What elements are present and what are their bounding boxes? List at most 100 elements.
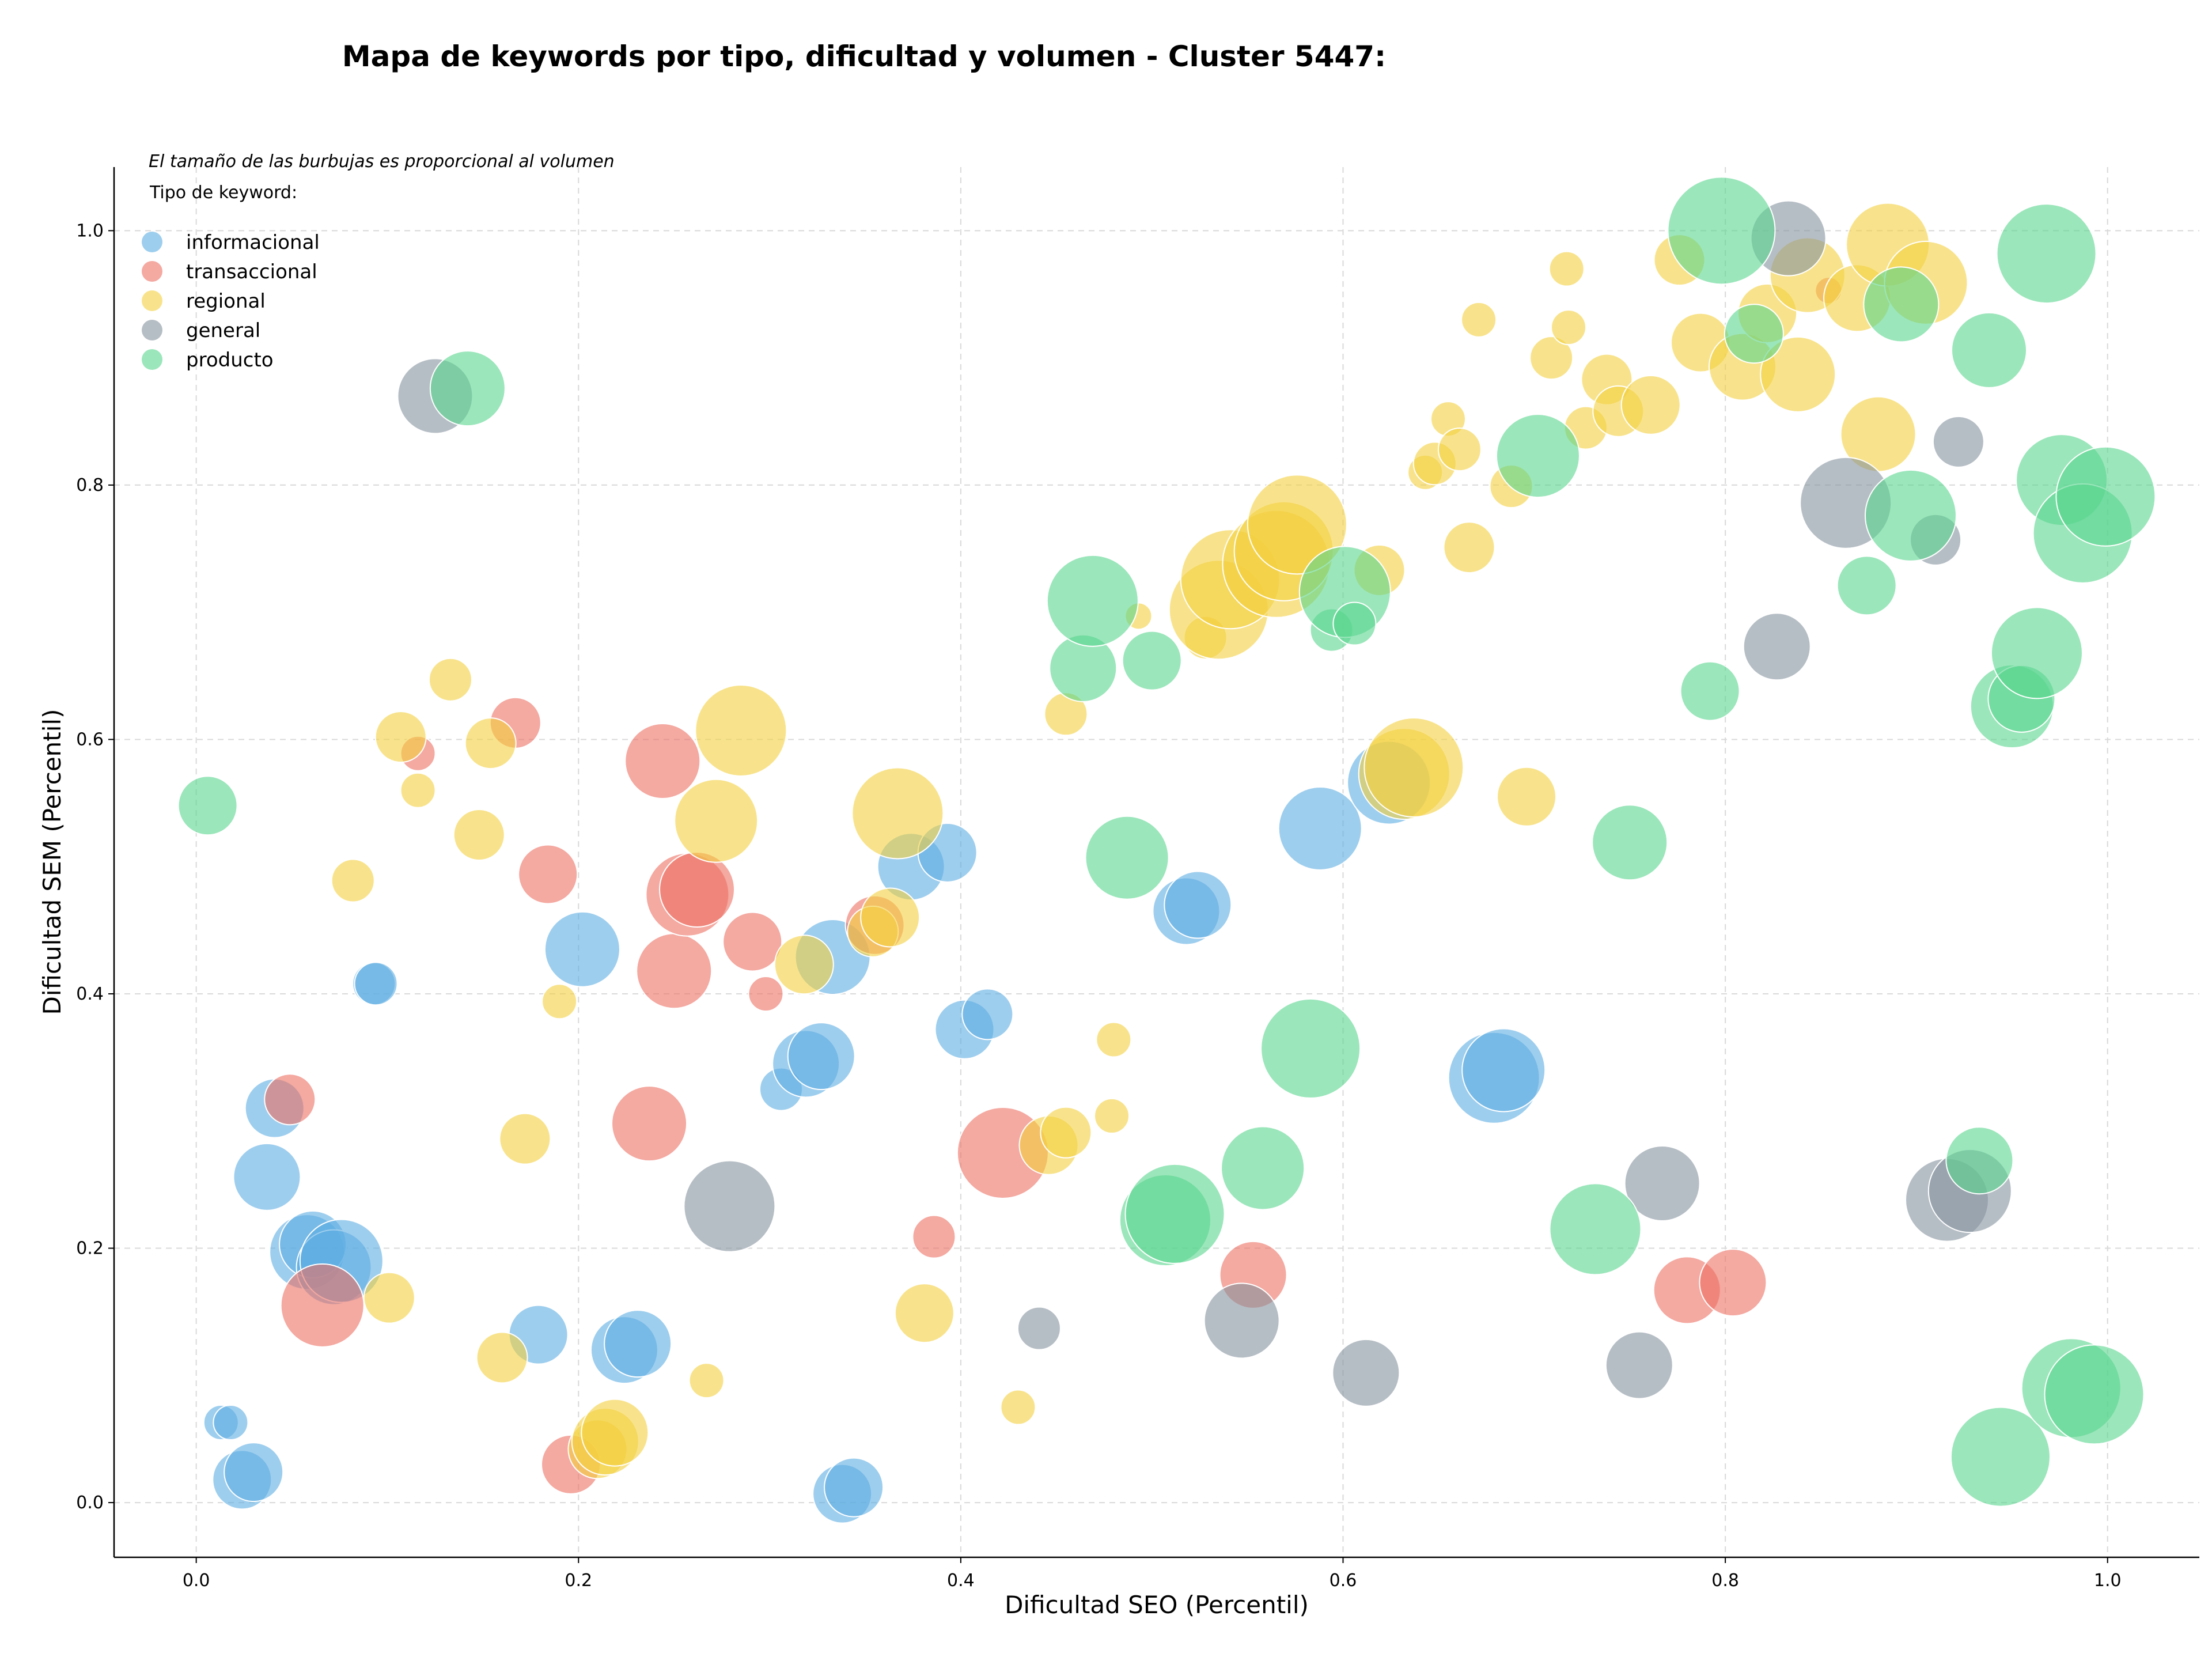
bubble-informacional [544,911,620,987]
bubble-regional [363,1272,415,1324]
bubble-regional [541,983,578,1020]
bubble-regional [1363,717,1464,818]
bubble-informacional [824,1457,884,1518]
bubble-informacional [224,1442,284,1503]
bubble-producto [1945,1126,2014,1195]
bubble-producto [1332,601,1377,646]
legend-marker-producto [142,349,162,370]
bubble-producto [1495,414,1580,498]
bubble-informacional [1461,1028,1546,1113]
y-tick-label: 0.4 [76,984,104,1004]
bubble-regional [695,684,787,777]
bubble-producto [1046,554,1139,647]
bubble-informacional [1164,871,1232,939]
x-tick-label: 0.8 [1711,1571,1739,1591]
bubble-regional [860,887,921,948]
bubble-regional [400,772,436,808]
bubble-producto [1124,1163,1225,1264]
x-tick-label: 1.0 [2094,1571,2122,1591]
legend-marker-transaccional [142,261,162,282]
legend-label-general: general [186,319,260,342]
bubble-regional [476,1331,528,1384]
bubble-regional [851,767,944,860]
bubble-informacional [787,1022,855,1091]
bubble-producto [1680,661,1740,721]
bubble-general [1332,1338,1400,1407]
y-tick-label: 0.2 [76,1239,104,1259]
bubble-transaccional [912,1214,956,1259]
bubble-producto [1549,1183,1642,1276]
x-axis-label: Dificultad SEO (Percentil) [1005,1591,1309,1619]
bubble-regional [688,1363,725,1399]
bubble-regional [1461,301,1497,338]
y-tick-label: 0.6 [76,729,104,750]
bubble-producto [1724,304,1784,364]
y-axis-label: Dificultad SEM (Percentil) [38,709,66,1015]
bubble-transaccional [518,844,578,905]
bubble-general [1624,1145,1700,1221]
legend-label-producto: producto [186,349,274,372]
legend-label-transaccional: transaccional [186,260,317,283]
bubble-regional [464,717,517,770]
bubble-transaccional [611,1085,688,1162]
bubble-informacional [213,1404,249,1440]
bubble-producto [1950,1406,2051,1507]
legend-title: Tipo de keyword: [149,183,297,203]
legend-label-informacional: informacional [186,231,320,254]
legend-marker-regional [142,290,162,311]
bubble-regional [374,711,427,763]
bubble-producto [2055,446,2156,547]
bubble-regional [1551,309,1587,346]
bubble-regional [1040,1106,1092,1159]
grid [114,167,2199,1557]
bubble-regional [674,778,759,863]
bubbles [177,176,2156,1524]
bubble-producto [2044,1344,2145,1445]
bubble-transaccional [748,975,784,1012]
bubble-transaccional [636,933,713,1009]
bubble-regional [774,934,834,995]
bubble-informacional [354,962,398,1006]
bubble-regional [453,809,505,861]
bubble-transaccional [280,1263,365,1348]
x-tick-label: 0.4 [947,1571,975,1591]
bubble-producto [1667,176,1776,285]
bubble-informacional [604,1310,672,1378]
bubble-regional [1548,251,1585,287]
bubble-regional [1497,766,1557,827]
bubble-regional [1094,1098,1130,1134]
bubble-general [1605,1331,1673,1399]
bubble-regional [428,657,472,702]
y-tick-label: 0.0 [76,1493,104,1513]
bubble-transaccional [264,1073,316,1126]
bubble-regional [1000,1389,1036,1425]
x-tick-label: 0.6 [1330,1571,1357,1591]
bubble-regional [1247,474,1347,575]
bubble-regional [1443,521,1495,574]
x-tick-label: 0.0 [183,1571,210,1591]
legend-label-regional: regional [186,290,266,313]
bubble-producto [1592,804,1668,881]
bubble-regional [331,858,375,903]
bubble-producto [177,775,238,836]
chart-title: Mapa de keywords por tipo, dificultad y … [342,40,1386,73]
y-tick-label: 1.0 [76,221,104,241]
bubble-regional [1529,336,1574,380]
legend-marker-general [142,320,162,340]
bubble-informacional [961,988,1014,1041]
bubble-transaccional [624,722,701,799]
bubble-transaccional [1699,1248,1767,1317]
size-note: El tamaño de las burbujas es proporciona… [149,152,615,172]
bubble-producto [1996,203,2097,304]
tick-labels: 0.0 0.2 0.4 0.6 0.8 1.0 0.0 0.2 0.4 0.6 0.8 1.0 [76,221,2121,1591]
bubble-producto [1221,1126,1305,1210]
bubble-transaccional [722,911,783,972]
bubble-producto [1990,607,2083,699]
bubble-producto [429,350,506,427]
axes [113,167,2199,1558]
bubble-general [1203,1282,1280,1359]
bubble-producto [1260,998,1361,1099]
bubble-informacional [233,1142,301,1211]
bubble-general [1743,612,1811,681]
